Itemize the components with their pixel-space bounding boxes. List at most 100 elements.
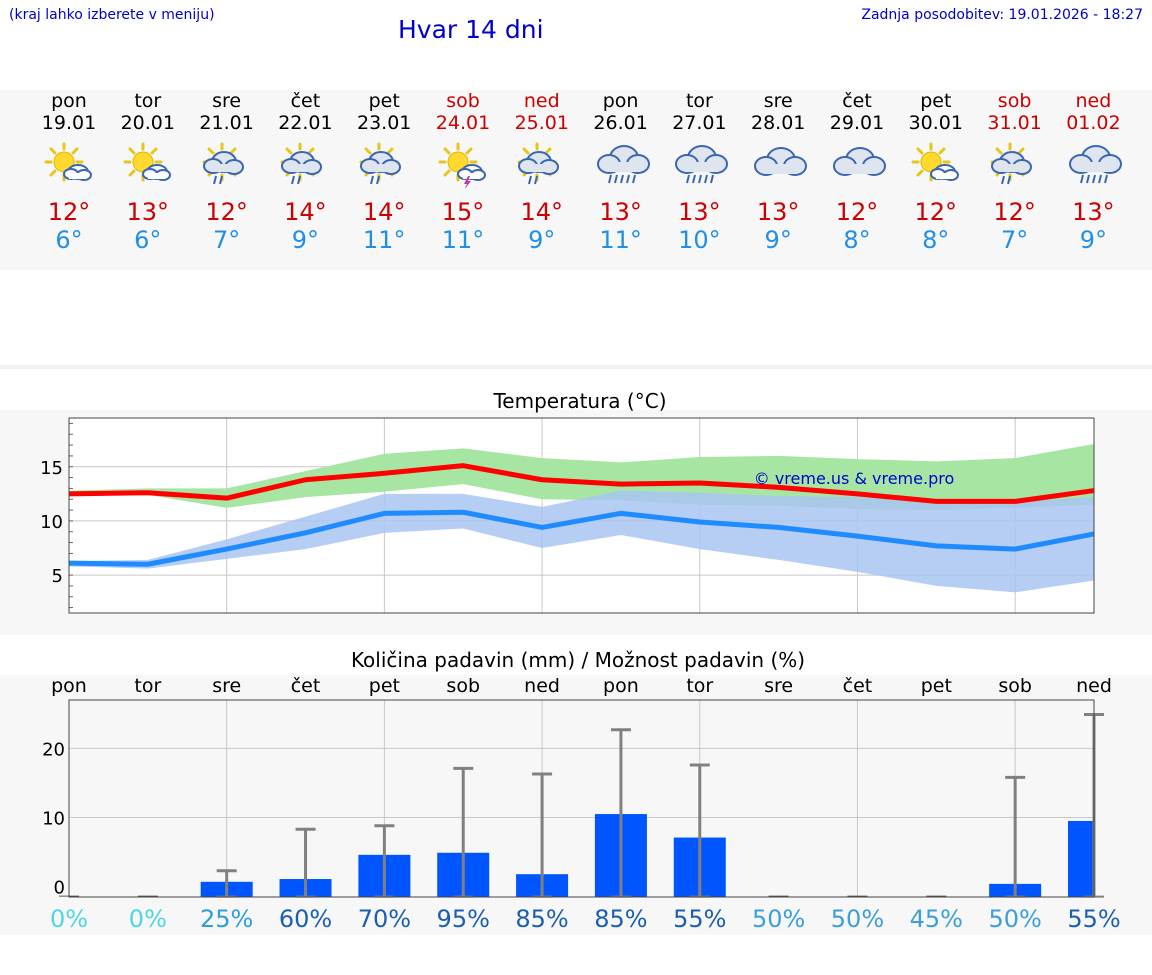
precipitation-bar <box>847 895 868 897</box>
precipitation-bar <box>768 895 789 897</box>
min-temperature: 9° <box>291 226 320 254</box>
sun-cloud-rain-icon <box>200 140 256 188</box>
min-temperature: 11° <box>441 226 485 254</box>
min-temperature: 8° <box>922 226 950 254</box>
y-tick-label: 15 <box>40 458 63 479</box>
day-date: 01.02 <box>1066 112 1121 134</box>
y-tick-label: 5 <box>52 566 63 587</box>
sun-cloud-rain-icon <box>515 140 571 188</box>
sun-cloud-icon <box>121 140 177 188</box>
x-category-label: sre <box>212 675 241 697</box>
plot-frame <box>68 417 1095 614</box>
min-temperature: 11° <box>599 226 642 254</box>
precipitation-chart: Količina padavin (mm) / Možnost padavin … <box>42 648 1121 933</box>
min-temperature: 9° <box>764 226 792 254</box>
sun-shape <box>44 142 84 182</box>
max-temperature-line <box>68 463 1095 504</box>
last-update: Zadnja posodobitev: 19.01.2026 - 18:27 <box>861 7 1143 23</box>
y-tick-label: 0 <box>54 878 65 899</box>
x-category-label: sob <box>998 675 1032 697</box>
max-temperature: 13° <box>126 198 170 226</box>
max-temperature: 13° <box>678 198 721 226</box>
sun-cloud-storm-icon <box>436 140 492 190</box>
max-temperature: 12° <box>914 198 958 226</box>
min-temperature: 8° <box>843 226 871 254</box>
x-category-label: tor <box>686 675 713 697</box>
day-date: 31.01 <box>987 112 1042 134</box>
min-temperature-line <box>68 509 1095 567</box>
location-hint: (kraj lahko izberete v meniju) <box>9 7 215 23</box>
day-name: pon <box>51 90 87 112</box>
day-name: sob <box>997 90 1032 112</box>
min-temperature: 9° <box>1079 226 1108 254</box>
watermark: © vreme.us & vreme.pro <box>754 469 955 488</box>
min-temperature: 11° <box>362 226 406 254</box>
day-date: 24.01 <box>435 112 491 134</box>
plot-area <box>69 700 1094 897</box>
day-name: sre <box>763 90 793 112</box>
precipitation-probability: 0% <box>129 905 167 933</box>
day-name: sre <box>212 90 242 112</box>
cloud-icon <box>830 140 886 188</box>
cloud-heavy-rain-icon <box>672 140 729 188</box>
day-date: 25.01 <box>514 112 569 134</box>
x-category-label: sre <box>764 675 793 697</box>
x-category-label: pet <box>369 675 400 697</box>
day-date: 30.01 <box>908 112 963 134</box>
precipitation-probability: 50% <box>831 905 884 933</box>
day-name: pon <box>602 90 639 112</box>
precipitation-probability: 50% <box>752 905 805 933</box>
day-date: 23.01 <box>356 112 412 134</box>
sun-cloud-rain-icon <box>357 140 413 188</box>
min-temperature-band <box>69 490 1094 593</box>
precipitation-probability: 85% <box>594 905 647 933</box>
plot-frame <box>68 699 1095 898</box>
precipitation-probability: 50% <box>988 905 1041 933</box>
max-temperature: 12° <box>205 198 248 226</box>
y-tick-label: 20 <box>42 739 65 760</box>
min-temperature: 9° <box>528 226 556 254</box>
y-tick-label: 10 <box>40 512 63 533</box>
max-temperature: 14° <box>284 198 327 226</box>
sun-cloud-rain-icon <box>988 140 1044 188</box>
separator <box>0 365 1152 369</box>
x-category-label: pet <box>921 675 952 697</box>
day-name: pet <box>920 90 952 112</box>
cloud-icon <box>751 140 808 188</box>
sun-shape <box>911 142 951 182</box>
x-category-label: ned <box>1076 675 1112 697</box>
day-name: ned <box>1075 90 1112 112</box>
x-category-label: ned <box>524 675 560 697</box>
x-category-label: čet <box>843 675 873 697</box>
day-name: čet <box>290 90 321 112</box>
day-name: pet <box>368 90 400 112</box>
cloud-heavy-rain-icon <box>594 140 650 188</box>
precipitation-chart-title: Količina padavin (mm) / Možnost padavin … <box>351 648 805 672</box>
min-temperature: 7° <box>1000 226 1029 254</box>
temperature-chart-title: Temperatura (°C) <box>492 389 666 413</box>
max-temperature: 15° <box>441 198 485 226</box>
max-temperature: 14° <box>362 198 406 226</box>
precipitation-bar <box>926 895 947 897</box>
day-date: 29.01 <box>829 112 885 134</box>
min-temperature: 7° <box>212 226 241 254</box>
temperature-chart: Temperatura (°C) 5 10 15 © vreme.us & vreme… <box>40 389 1095 614</box>
x-category-label: tor <box>134 675 161 697</box>
precipitation-probability: 45% <box>910 905 963 933</box>
day-name: ned <box>523 90 560 112</box>
daily-forecast-strip: pon 19.01 12° 6° tor 20.01 13° 6° sre 21… <box>0 90 1152 270</box>
max-temperature: 12° <box>993 198 1036 226</box>
day-date: 26.01 <box>593 112 648 134</box>
day-date: 20.01 <box>120 112 175 134</box>
day-date: 27.01 <box>672 112 727 134</box>
sun-cloud-icon <box>909 140 965 188</box>
max-temperature: 12° <box>835 198 879 226</box>
cloud-heavy-rain-icon <box>1066 140 1123 188</box>
day-date: 19.01 <box>41 112 97 134</box>
precipitation-probability: 25% <box>200 905 253 933</box>
precipitation-probability: 55% <box>1067 905 1120 933</box>
x-category-label: sob <box>446 675 480 697</box>
day-name: čet <box>842 90 872 112</box>
day-date: 22.01 <box>278 112 333 134</box>
min-temperature: 6° <box>55 226 83 254</box>
